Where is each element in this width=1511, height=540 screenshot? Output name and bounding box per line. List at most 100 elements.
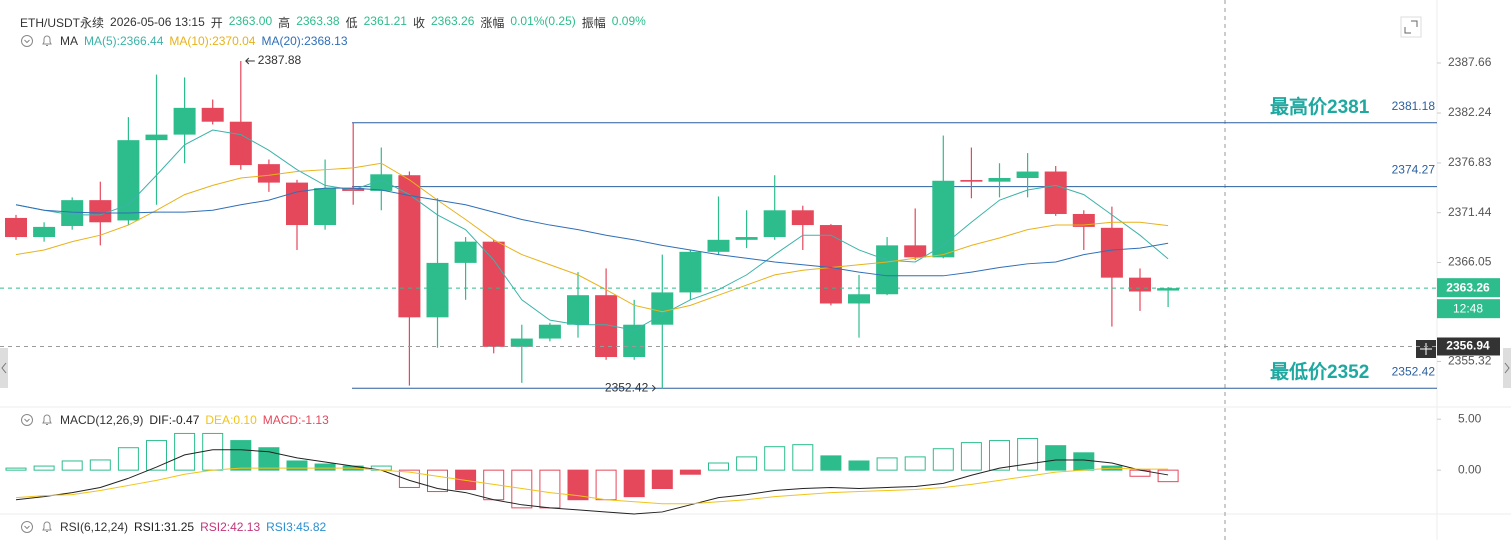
- macd-bar: [89, 459, 111, 471]
- field-label: 高: [278, 15, 291, 30]
- collapse-icon[interactable]: [20, 413, 34, 427]
- candle-body: [651, 292, 674, 325]
- max-arrow-head: [245, 57, 250, 65]
- crosshair-plus[interactable]: [1416, 340, 1436, 358]
- legend-title: RSI(6,12,24): [60, 520, 129, 534]
- candle-body: [623, 324, 646, 358]
- field-label: 低: [345, 15, 358, 30]
- countdown-label: 12:48: [1453, 301, 1483, 315]
- candle-body: [398, 175, 421, 318]
- legend: MA(5):2366.44 MA(10):2370.04 MA(20):2368.1…: [84, 34, 348, 48]
- header-row: ETH/USDT永续 2026-05-06 13:15 开 2363.00 高 236…: [20, 14, 646, 30]
- ma-legend-row: MA MA(5):2366.44 MA(10):2370.04 MA(20):236…: [20, 33, 348, 49]
- macd-bar: [679, 469, 701, 475]
- macd-bar: [5, 467, 27, 471]
- macd-bar: [623, 469, 645, 498]
- rsi-legend-row: RSI(6,12,24) RSI1:31.25 RSI2:42.13 RSI3:45…: [20, 519, 326, 535]
- macd-bar: [117, 447, 139, 471]
- collapse-icon[interactable]: [20, 34, 34, 48]
- alert-icon[interactable]: [40, 520, 54, 534]
- macd-bar: [314, 463, 336, 471]
- min-label: 2352.42: [605, 380, 649, 394]
- macd-bar: [61, 460, 83, 471]
- candle-body: [201, 107, 224, 122]
- candle-body: [707, 239, 730, 252]
- macd-bar: [146, 440, 167, 471]
- macd-bar: [483, 469, 505, 501]
- macd-bar: [174, 432, 196, 471]
- y-tick-label: 2376.83: [1448, 155, 1492, 169]
- expand-button[interactable]: [1400, 16, 1422, 38]
- macd-bar: [567, 469, 589, 501]
- candle-body: [482, 241, 505, 347]
- field-value: 0.01%(0.25): [510, 13, 576, 28]
- candle-body: [1129, 277, 1151, 292]
- candle-body: [1157, 288, 1180, 291]
- candle-body: [595, 295, 618, 358]
- macd-bar: [230, 440, 252, 471]
- candle-body: [229, 121, 252, 166]
- macd-line: [15, 467, 1169, 505]
- macd-bar: [33, 465, 55, 471]
- macd-bar: [651, 469, 673, 489]
- legend-entry: DEA:0.10: [205, 413, 257, 427]
- candle-body: [904, 245, 927, 258]
- legend-title: MA: [60, 34, 78, 48]
- datetime: 2026-05-06 13:15: [110, 15, 205, 29]
- candle-body: [848, 294, 870, 304]
- candle-body: [370, 174, 393, 191]
- macd-bar: [595, 469, 617, 501]
- ma-line: [15, 187, 1169, 277]
- macd-bar: [1017, 438, 1039, 471]
- y-tick-label: 2382.24: [1448, 105, 1492, 119]
- candle-body: [89, 200, 112, 223]
- macd-bar: [511, 469, 533, 509]
- crosshair-price-box: [1437, 337, 1500, 356]
- max-label: 2387.88: [258, 53, 302, 67]
- y-tick-label: 2366.05: [1448, 255, 1492, 269]
- candle-body: [988, 177, 1011, 182]
- legend-entry: DIF:-0.47: [149, 413, 200, 427]
- macd-bar: [286, 460, 308, 471]
- candle-body: [33, 226, 56, 238]
- expand-icon[interactable]: [1400, 16, 1422, 38]
- collapse-icon[interactable]: [20, 520, 34, 534]
- price-line-note: 最低价2352: [1270, 360, 1369, 383]
- y-tick-label: 0.00: [1458, 462, 1482, 476]
- symbol: ETH/USDT永续: [20, 15, 105, 30]
- candle-body: [61, 200, 84, 226]
- macd-bar: [904, 456, 926, 471]
- legend: RSI1:31.25 RSI2:42.13 RSI3:45.82: [134, 520, 326, 534]
- macd-bar: [989, 440, 1010, 471]
- candle-body: [763, 210, 786, 238]
- left-scroll-tab[interactable]: [0, 348, 8, 388]
- alert-icon[interactable]: [40, 413, 54, 427]
- candle-body: [117, 140, 140, 221]
- candle-body: [932, 180, 955, 258]
- macd-bar: [932, 448, 954, 471]
- y-tick-label: 2355.32: [1448, 354, 1492, 368]
- macd-bar: [1157, 469, 1179, 483]
- macd-bar: [455, 469, 477, 491]
- macd-bar: [960, 442, 982, 471]
- expand-glyph: [1404, 20, 1418, 34]
- macd-bar: [539, 469, 561, 509]
- price-line-note: 最高价2381: [1270, 95, 1370, 118]
- ma-line: [15, 129, 1169, 331]
- legend-entry: RSI3:45.82: [266, 520, 327, 534]
- alert-icon[interactable]: [40, 34, 54, 48]
- legend-entry: MA(5):2366.44: [84, 34, 164, 48]
- macd-bar: [736, 456, 758, 471]
- candle-body: [1044, 171, 1067, 214]
- field-label: 涨幅: [480, 15, 505, 30]
- right-scroll-tab[interactable]: [1503, 348, 1511, 388]
- field-value: 0.09%: [611, 13, 646, 28]
- current-price-box: [1437, 278, 1500, 298]
- candle-body: [960, 180, 983, 182]
- candle-body: [1100, 227, 1123, 278]
- min-arrow-head: [651, 384, 657, 392]
- candle-body: [538, 324, 561, 339]
- candle-body: [257, 164, 280, 183]
- macd-bar: [202, 432, 224, 471]
